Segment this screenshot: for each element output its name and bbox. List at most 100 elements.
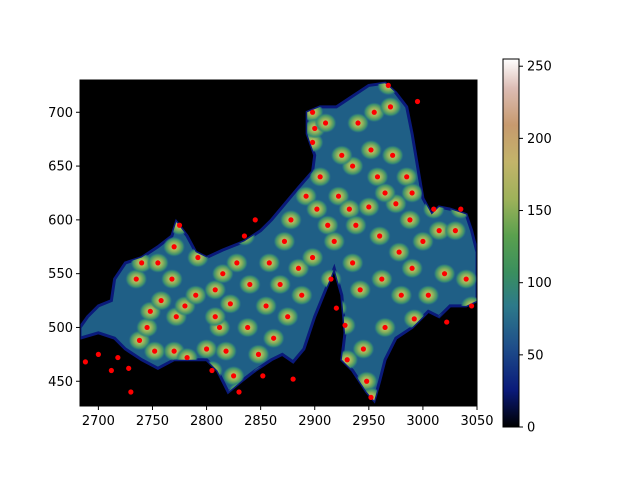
y-tick-label: 450 [48, 375, 73, 390]
detected-point [203, 346, 210, 352]
detected-point [404, 174, 410, 180]
colorbar-ticks: 0 50 100 150 200 250 [519, 60, 552, 436]
detected-point [314, 206, 320, 212]
detected-point [169, 276, 175, 282]
colorbar-tick-label: 50 [527, 348, 544, 363]
detected-point [152, 348, 158, 354]
detected-point [231, 373, 237, 379]
detected-point [409, 190, 415, 196]
detected-point [368, 394, 374, 400]
detected-point [463, 276, 469, 282]
detected-point [411, 316, 417, 322]
colorbar: 0 50 100 150 200 250 [502, 58, 552, 436]
detected-point [387, 104, 394, 110]
x-tick-label: 2750 [136, 414, 169, 429]
plot-area [79, 79, 478, 407]
detected-point [339, 152, 345, 158]
detected-point [184, 354, 190, 361]
detected-point [263, 303, 269, 309]
x-tick-label: 3050 [460, 414, 493, 429]
detected-point [309, 254, 316, 261]
y-tick-label: 500 [48, 321, 73, 336]
detected-point [458, 206, 464, 212]
detected-point [414, 98, 421, 105]
detected-point [245, 324, 251, 331]
detected-point [155, 260, 161, 266]
detected-point [368, 147, 374, 153]
detected-point [344, 357, 350, 363]
detected-point [182, 303, 188, 309]
detected-point [126, 365, 132, 371]
detected-point [223, 348, 229, 354]
detected-point [236, 389, 242, 395]
detected-point [173, 314, 179, 320]
x-tick-label: 3000 [406, 414, 439, 429]
detected-point [398, 292, 404, 298]
detected-point [303, 193, 309, 199]
detected-point [342, 322, 348, 328]
detected-point [333, 305, 339, 311]
x-tick-label: 2900 [298, 414, 331, 429]
detected-point [444, 319, 450, 325]
detected-point [382, 324, 388, 331]
detected-point [139, 260, 145, 266]
detected-point [147, 308, 153, 314]
detected-point [295, 265, 302, 271]
detected-point [158, 297, 164, 304]
detected-point [396, 249, 402, 255]
detected-point [317, 174, 323, 180]
plot-frame [79, 79, 478, 407]
detected-point [144, 324, 150, 331]
detected-point [425, 292, 431, 298]
detected-point [309, 139, 316, 146]
detected-point [209, 367, 215, 374]
detected-point [371, 109, 377, 115]
detected-point [247, 281, 253, 288]
detected-point [115, 354, 121, 361]
detected-point [393, 201, 399, 207]
detected-point [349, 163, 356, 169]
detected-point [227, 301, 233, 307]
detected-point [441, 271, 448, 277]
y-tick-label: 700 [48, 106, 73, 121]
detected-point [195, 254, 201, 261]
y-tick-label: 650 [48, 160, 73, 175]
detected-point [335, 193, 342, 199]
detected-point [468, 303, 475, 309]
detected-point [407, 217, 413, 223]
detected-points [82, 82, 475, 400]
detected-point [234, 260, 240, 266]
detected-point [255, 351, 262, 357]
detected-point [252, 217, 258, 223]
colorbar-tick-label: 100 [527, 276, 552, 291]
y-tick-label: 600 [48, 213, 73, 228]
detected-point [266, 260, 272, 266]
detected-point [220, 271, 226, 277]
detected-point [355, 120, 361, 126]
detected-point [377, 233, 383, 239]
detected-point [82, 359, 89, 365]
detected-point [95, 351, 101, 357]
x-tick-label: 2800 [190, 414, 223, 429]
detected-point [353, 222, 359, 228]
detected-point [325, 222, 331, 228]
detected-point [133, 276, 139, 282]
detected-point [136, 337, 143, 343]
detected-point [260, 373, 266, 379]
detected-point [360, 346, 367, 352]
y-axis: 450 500 550 600 650 700 [48, 106, 80, 390]
detected-point [193, 292, 199, 298]
detected-point [312, 125, 318, 132]
detected-point [212, 314, 218, 320]
detected-point [108, 367, 114, 374]
detected-point [452, 228, 458, 234]
detected-point [366, 204, 372, 210]
detected-point [322, 120, 329, 126]
detected-point [409, 265, 415, 271]
colorbar-tick-label: 0 [527, 421, 535, 436]
detected-point [431, 206, 437, 212]
detected-point [379, 276, 385, 282]
colorbar-tick-label: 250 [527, 60, 552, 75]
detected-point [128, 389, 134, 395]
